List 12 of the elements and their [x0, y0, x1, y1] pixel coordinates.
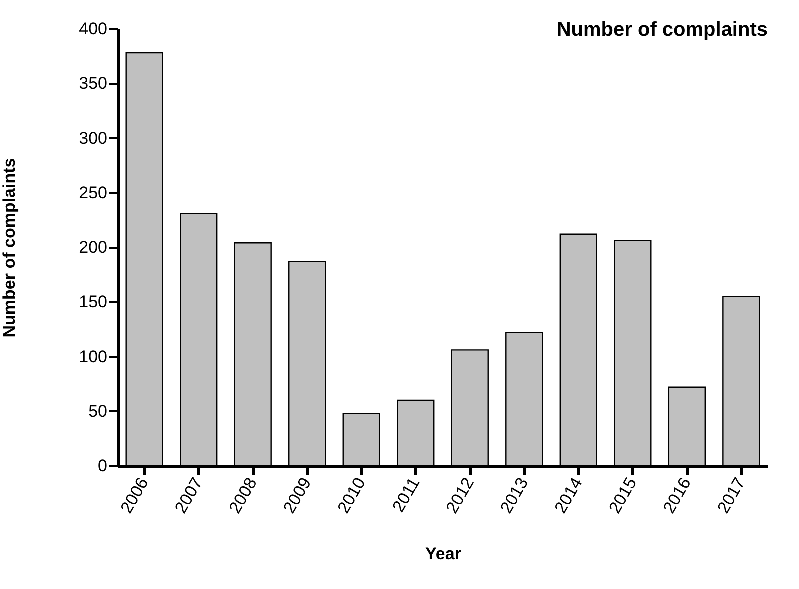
x-axis-title: Year — [426, 544, 462, 564]
y-tick-label: 250 — [79, 183, 108, 202]
y-tick-label: 100 — [79, 347, 108, 366]
y-tick-label: 50 — [88, 402, 108, 421]
y-tick-label: 200 — [79, 238, 108, 257]
chart-title: Number of complaints — [556, 19, 768, 41]
y-axis-title: Number of complaints — [0, 158, 20, 338]
y-tick-label: 300 — [79, 128, 108, 148]
y-tick-label: 150 — [79, 292, 108, 312]
y-tick-label: 350 — [79, 74, 108, 94]
y-tick-label: 0 — [98, 456, 108, 476]
y-tick-label: 400 — [79, 20, 108, 38]
